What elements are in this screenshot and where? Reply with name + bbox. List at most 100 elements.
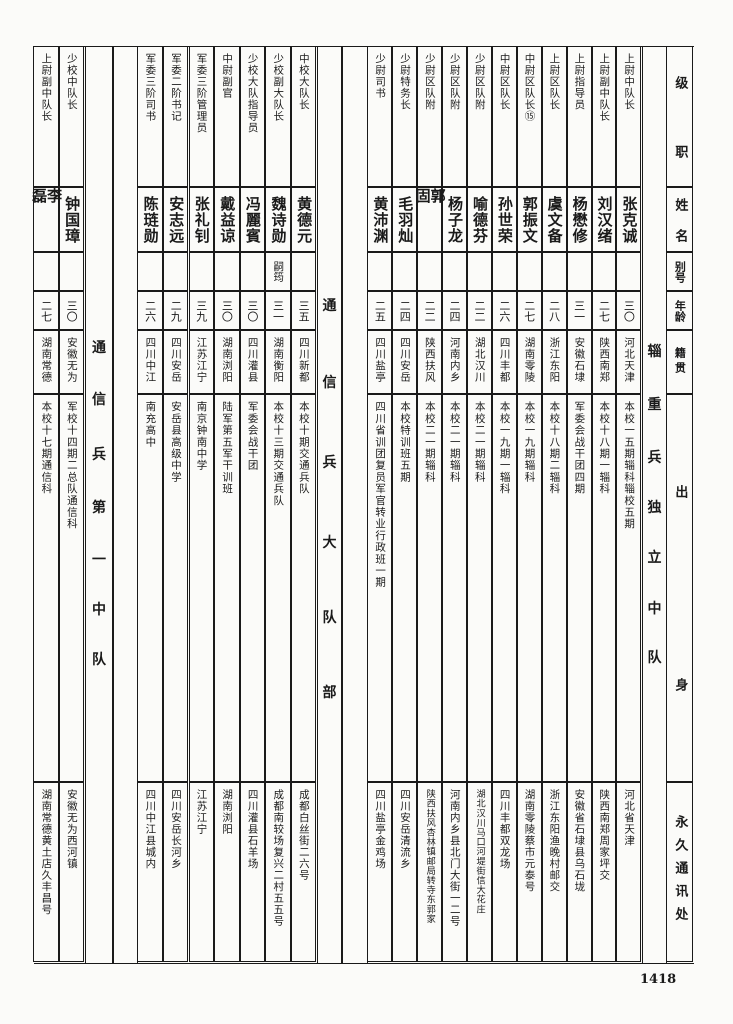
address-cell: 成都白丝街二六号 — [290, 782, 317, 963]
name-cell: 郭振文 — [516, 187, 542, 253]
age-cell: 二七 — [591, 291, 617, 331]
rank-cell: 上尉副中队长 — [33, 46, 59, 188]
education-cell: 安岳县高级中学 — [162, 394, 189, 783]
section-title-char: 大 — [322, 535, 337, 551]
name-cell: 黄沛渊 — [367, 187, 393, 253]
rank-cell: 上尉中队长 — [616, 46, 642, 188]
address-cell: 湖南浏阳 — [214, 782, 240, 963]
name-cell: 张礼钊 — [188, 187, 215, 253]
age-cell: 二七 — [516, 291, 542, 331]
name-cell: 孙世荣 — [491, 187, 517, 253]
name-cell: 刘汉绪 — [591, 187, 617, 253]
section-title-char: 通 — [92, 340, 106, 356]
section-title-char: 部 — [322, 685, 337, 701]
name-cell: 陈琏勋 — [137, 187, 163, 253]
name-cell: 郭固 — [414, 187, 447, 253]
native-place-cell: 湖南衡阳 — [265, 330, 291, 395]
education-cell: 本校特训班五期 — [392, 394, 418, 783]
age-cell: 二五 — [367, 291, 393, 331]
address-cell: 四川丰都双龙场 — [491, 782, 517, 963]
address-cell: 四川安岳长河乡 — [162, 782, 189, 963]
alias-cell — [516, 252, 542, 292]
education-cell: 本校一五期辎科辎校五期 — [616, 394, 642, 783]
education-cell: 南充高中 — [137, 394, 163, 783]
education-cell: 本校一九期一辎科 — [491, 394, 517, 783]
native-place-cell: 四川中江 — [137, 330, 163, 395]
alias-cell — [239, 252, 266, 292]
native-place-cell: 河北天津 — [616, 330, 642, 395]
education-cell: 军委会战干团四期 — [566, 394, 592, 783]
native-place-cell: 湖南零陵 — [516, 330, 542, 395]
address-cell: 成都南较场复兴二村五五号 — [265, 782, 291, 963]
rank-cell: 军委三阶管理员 — [188, 46, 215, 188]
rank-cell: 中校大队长 — [290, 46, 317, 188]
alias-cell — [491, 252, 517, 292]
education-cell: 四川省训团复员军官转业行政班一期 — [367, 394, 393, 783]
address-cell: 江苏江宁 — [188, 782, 215, 963]
rank-cell: 上尉指导员 — [566, 46, 592, 188]
education-cell: 本校十期交通兵队 — [290, 394, 317, 783]
name-cell: 毛羽灿 — [392, 187, 418, 253]
alias-cell — [392, 252, 418, 292]
rank-cell: 中尉区队长⑮ — [516, 46, 542, 188]
education-cell: 军委会战干团 — [239, 394, 266, 783]
name-cell: 冯麗賓 — [239, 187, 266, 253]
age-cell: 三〇 — [58, 291, 85, 331]
native-place-cell: 四川盐亭 — [367, 330, 393, 395]
native-place-cell: 陕西扶风 — [417, 330, 443, 395]
spacer-column — [113, 47, 138, 963]
address-cell: 四川中江县城内 — [137, 782, 163, 963]
section-title-char: 兵 — [322, 455, 337, 471]
name-cell: 魏诗勋 — [265, 187, 291, 253]
native-place-cell: 四川新都 — [290, 330, 317, 395]
address-cell: 安徽无为西河镇 — [58, 782, 85, 963]
native-place-cell: 江苏江宁 — [188, 330, 215, 395]
age-cell: 二四 — [392, 291, 418, 331]
header-rank: 级职 — [666, 46, 694, 188]
section-title-char: 辎 — [647, 344, 662, 360]
age-cell: 三九 — [188, 291, 215, 331]
name-cell: 李磊 — [30, 187, 63, 253]
age-cell: 三一 — [566, 291, 592, 331]
alias-cell — [616, 252, 642, 292]
section-title-char: 通 — [322, 298, 337, 314]
native-place-cell: 四川灌县 — [239, 330, 266, 395]
section-title-char: 重 — [647, 397, 662, 413]
header-age: 年龄 — [666, 291, 694, 331]
education-cell: 陆军第五军干训班 — [214, 394, 240, 783]
address-cell: 湖南常德黄土店久丰昌号 — [33, 782, 59, 963]
rank-cell: 少尉特务长 — [392, 46, 418, 188]
native-place-cell: 湖北汉川 — [466, 330, 492, 395]
page-number: 1418 — [640, 972, 677, 987]
education-cell: 本校十八期一辎科 — [591, 394, 617, 783]
native-place-cell: 安徽无为 — [58, 330, 85, 395]
name-cell: 杨子龙 — [442, 187, 467, 253]
address-cell: 安徽省石埭县乌石垅 — [566, 782, 592, 963]
alias-cell — [367, 252, 393, 292]
rank-cell: 军委二阶书记 — [162, 46, 189, 188]
rank-cell: 少校副大队长 — [265, 46, 291, 188]
rank-cell: 少尉司书 — [367, 46, 393, 188]
name-cell: 杨懋修 — [566, 187, 592, 253]
education-cell: 本校二一期辎科 — [466, 394, 492, 783]
section-title-char: 立 — [647, 550, 662, 566]
alias-cell — [137, 252, 163, 292]
alias-cell — [162, 252, 189, 292]
header-origin-char: 身 — [672, 678, 688, 692]
address-cell: 四川盐亭金鸡场 — [367, 782, 393, 963]
address-cell: 陕西扶风杏林镇邮局转寺东郭家 — [417, 782, 443, 963]
education-cell: 本校十七期通信科 — [33, 394, 59, 783]
address-cell: 河南内乡县北门大街一二号 — [442, 782, 467, 963]
section-title-char: 信 — [92, 392, 106, 408]
age-cell: 三〇 — [616, 291, 642, 331]
rank-cell: 少尉区队附 — [417, 46, 443, 188]
native-place-cell: 河南内乡 — [442, 330, 467, 395]
native-place-cell: 浙江东阳 — [541, 330, 567, 395]
header-name-char: 姓 — [672, 197, 688, 211]
header-name-char: 名 — [672, 229, 688, 243]
age-cell: 二六 — [491, 291, 517, 331]
age-cell: 二四 — [442, 291, 467, 331]
alias-cell — [417, 252, 443, 292]
name-cell: 钟国璋 — [58, 187, 85, 253]
header-alias: 别号 — [666, 252, 694, 292]
